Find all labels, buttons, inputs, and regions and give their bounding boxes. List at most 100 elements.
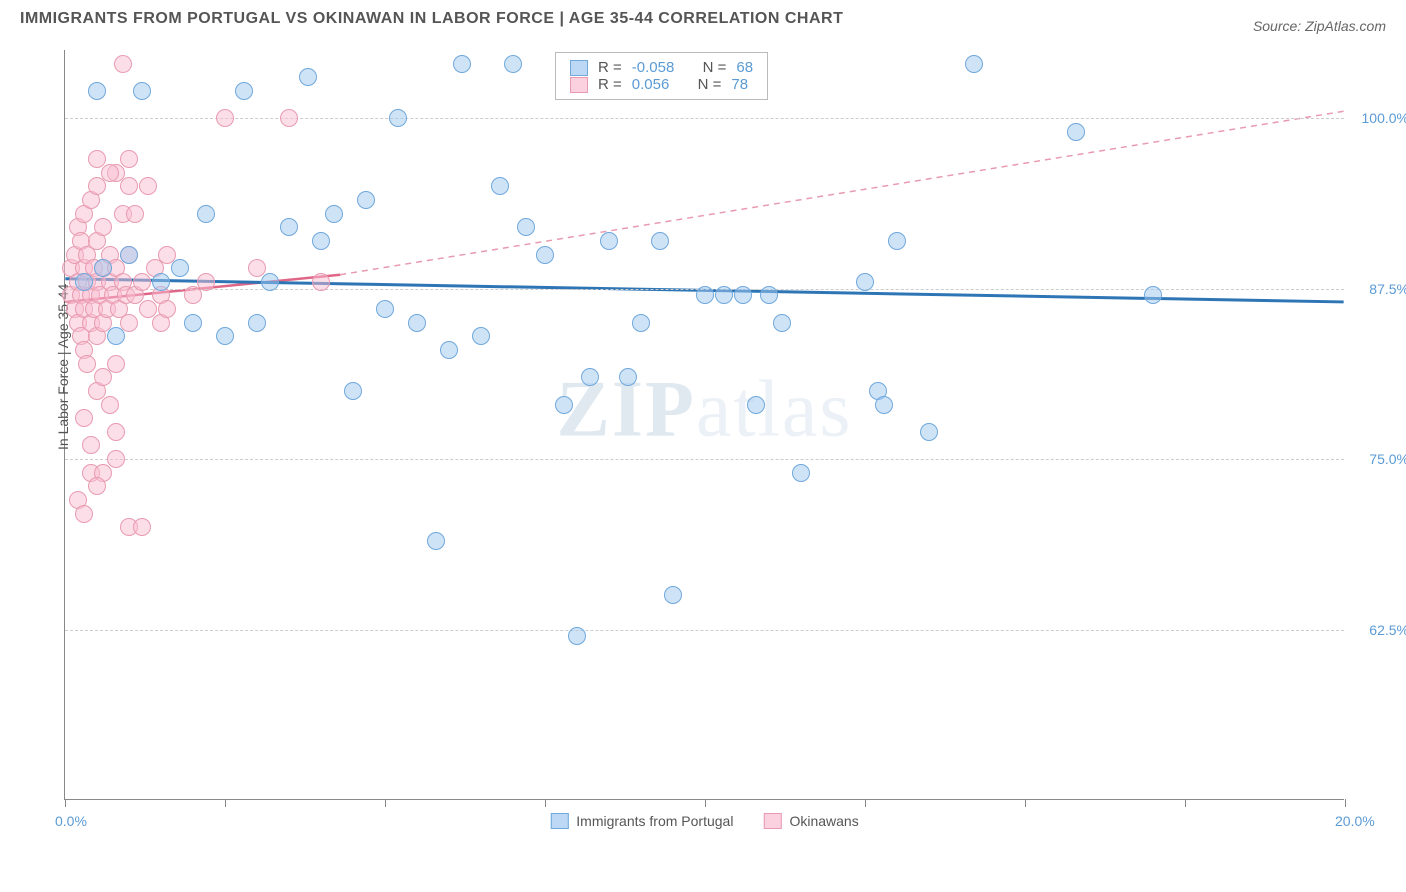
data-point — [453, 55, 471, 73]
data-point — [197, 273, 215, 291]
data-point — [376, 300, 394, 318]
data-point — [75, 409, 93, 427]
data-point — [101, 396, 119, 414]
data-point — [1067, 123, 1085, 141]
legend-r-value: 0.056 — [632, 76, 670, 93]
plot-area: In Labor Force | Age 35-44 ZIPatlas R = … — [64, 50, 1344, 800]
x-tick — [1345, 799, 1346, 807]
x-tick-label: 20.0% — [1335, 813, 1375, 829]
watermark: ZIPatlas — [557, 364, 853, 455]
legend-swatch — [763, 813, 781, 829]
data-point — [472, 327, 490, 345]
data-point — [216, 327, 234, 345]
data-point — [600, 232, 618, 250]
data-point — [856, 273, 874, 291]
data-point — [152, 273, 170, 291]
data-point — [75, 273, 93, 291]
x-tick — [65, 799, 66, 807]
legend-n-label: N = — [698, 76, 722, 93]
data-point — [920, 423, 938, 441]
data-point — [357, 191, 375, 209]
data-point — [120, 246, 138, 264]
legend-n-value: 68 — [736, 59, 753, 76]
x-tick — [705, 799, 706, 807]
x-tick — [1025, 799, 1026, 807]
data-point — [1144, 286, 1162, 304]
data-point — [171, 259, 189, 277]
data-point — [107, 355, 125, 373]
data-point — [632, 314, 650, 332]
y-tick-label: 87.5% — [1369, 281, 1406, 297]
data-point — [107, 327, 125, 345]
data-point — [94, 368, 112, 386]
data-point — [664, 586, 682, 604]
x-tick — [385, 799, 386, 807]
data-point — [120, 177, 138, 195]
data-point — [126, 205, 144, 223]
gridline — [65, 459, 1344, 460]
legend-n-value: 78 — [731, 76, 748, 93]
data-point — [88, 177, 106, 195]
data-point — [120, 150, 138, 168]
legend-r-value: -0.058 — [632, 59, 675, 76]
data-point — [133, 273, 151, 291]
data-point — [158, 300, 176, 318]
source-attribution: Source: ZipAtlas.com — [1253, 18, 1386, 34]
y-tick-label: 62.5% — [1369, 622, 1406, 638]
x-tick — [865, 799, 866, 807]
data-point — [280, 218, 298, 236]
legend-series-label: Immigrants from Portugal — [576, 813, 733, 829]
chart-container: IMMIGRANTS FROM PORTUGAL VS OKINAWAN IN … — [20, 10, 1386, 872]
data-point — [312, 273, 330, 291]
data-point — [312, 232, 330, 250]
legend-n-label: N = — [703, 59, 727, 76]
data-point — [773, 314, 791, 332]
legend-swatch — [570, 77, 588, 93]
data-point — [197, 205, 215, 223]
data-point — [504, 55, 522, 73]
legend-stats: R = -0.058 N = 68 R = 0.056 N = 78 — [555, 52, 768, 100]
data-point — [517, 218, 535, 236]
legend-series-item: Immigrants from Portugal — [550, 813, 733, 829]
data-point — [133, 82, 151, 100]
data-point — [133, 518, 151, 536]
x-tick — [1185, 799, 1186, 807]
data-point — [139, 177, 157, 195]
watermark-light: atlas — [696, 365, 853, 453]
data-point — [75, 505, 93, 523]
data-point — [760, 286, 778, 304]
data-point — [280, 109, 298, 127]
data-point — [389, 109, 407, 127]
data-point — [299, 68, 317, 86]
data-point — [427, 532, 445, 550]
data-point — [581, 368, 599, 386]
gridline — [65, 630, 1344, 631]
x-tick — [545, 799, 546, 807]
data-point — [101, 164, 119, 182]
data-point — [184, 314, 202, 332]
data-point — [94, 259, 112, 277]
legend-stat-row: R = 0.056 N = 78 — [570, 76, 753, 93]
data-point — [619, 368, 637, 386]
data-point — [120, 314, 138, 332]
data-point — [696, 286, 714, 304]
data-point — [747, 396, 765, 414]
data-point — [88, 82, 106, 100]
data-point — [184, 286, 202, 304]
data-point — [107, 450, 125, 468]
data-point — [568, 627, 586, 645]
data-point — [651, 232, 669, 250]
gridline — [65, 118, 1344, 119]
chart-title: IMMIGRANTS FROM PORTUGAL VS OKINAWAN IN … — [20, 10, 843, 28]
y-tick-label: 100.0% — [1362, 110, 1406, 126]
data-point — [965, 55, 983, 73]
data-point — [715, 286, 733, 304]
trend-lines-svg — [65, 50, 1344, 799]
legend-r-label: R = — [598, 59, 622, 76]
data-point — [888, 232, 906, 250]
data-point — [344, 382, 362, 400]
legend-stat-row: R = -0.058 N = 68 — [570, 59, 753, 76]
data-point — [261, 273, 279, 291]
data-point — [491, 177, 509, 195]
data-point — [78, 355, 96, 373]
